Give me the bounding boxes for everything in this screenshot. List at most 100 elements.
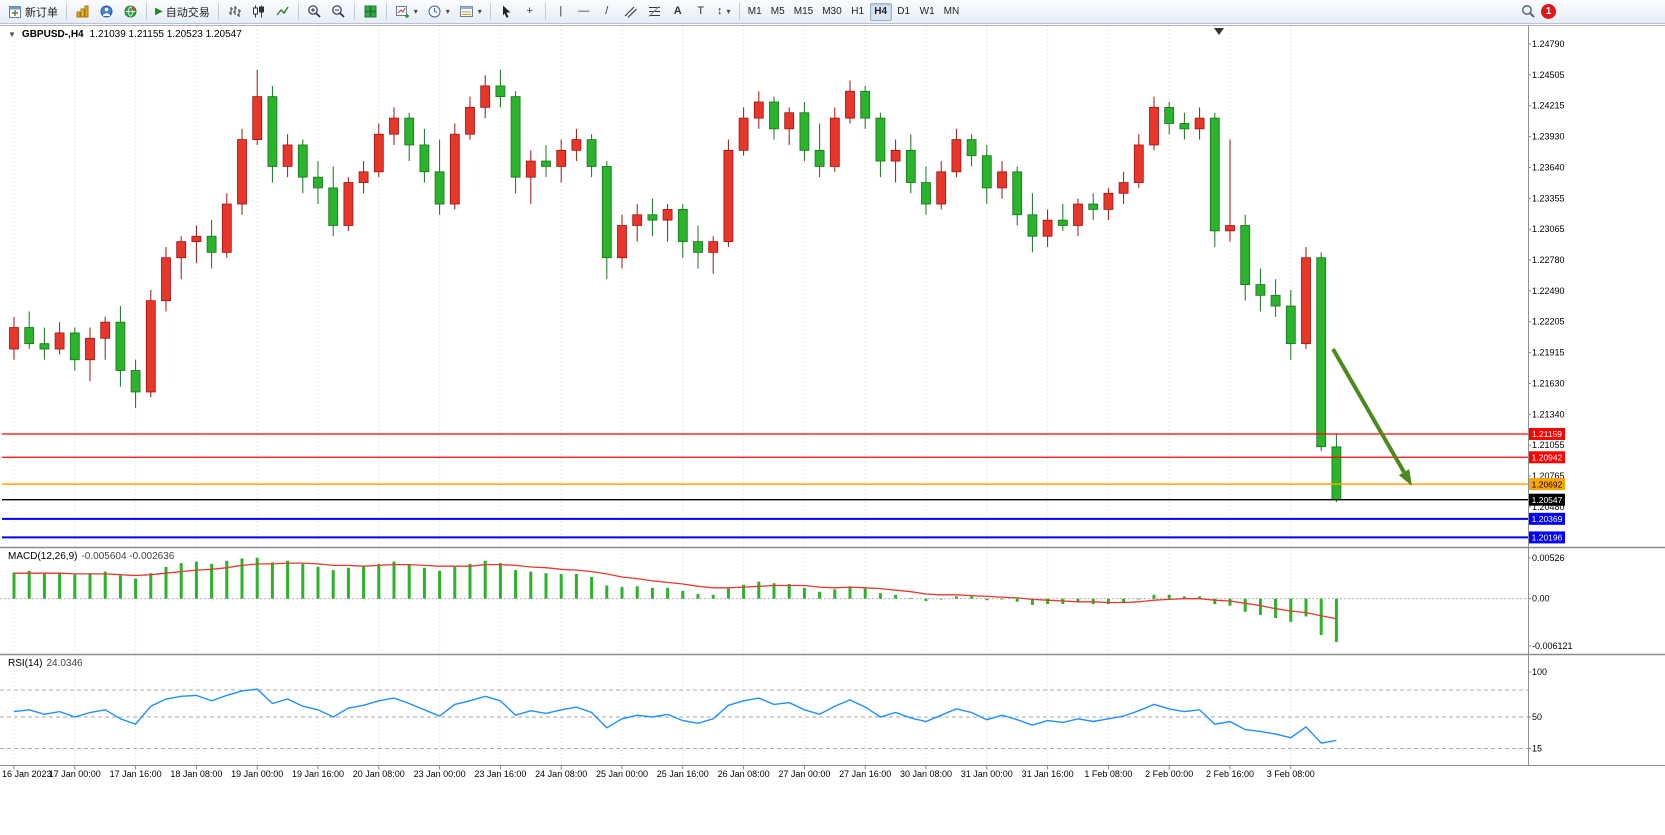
crosshair-button[interactable]: + [519,2,541,22]
vertical-line-button[interactable]: | [550,2,572,22]
macd-bar [742,584,746,599]
rsi-name: RSI(14) [8,658,43,669]
horizontal-line-icon: — [578,5,590,17]
channel-button[interactable] [619,2,642,22]
candle [723,149,734,243]
candle [1133,144,1144,183]
candle [1209,117,1220,232]
dropdown-arrow-icon: ▾ [445,7,450,16]
macd-bar [1030,598,1034,605]
toolbar-divider [544,3,546,20]
line-chart-button[interactable] [271,2,294,22]
timeframe-mn[interactable]: MN [940,3,964,21]
timeframe-m30[interactable]: M30 [818,3,845,21]
cursor-button[interactable] [495,2,518,22]
candle [389,117,399,135]
search-button[interactable] [1517,2,1540,22]
macd-bar [970,596,974,599]
timeframe-m15[interactable]: M15 [790,3,817,21]
svg-text:1.23065: 1.23065 [1532,224,1565,234]
candle [784,112,795,130]
candle [100,321,111,339]
candle [85,337,95,361]
macd-bar [909,597,913,599]
candle [601,166,612,259]
macd-bar [134,578,138,599]
trendline-button[interactable]: / [596,2,618,22]
timeframe-d1[interactable]: D1 [893,3,915,21]
timeframe-m1[interactable]: M1 [744,3,766,21]
svg-text:1.20196: 1.20196 [1532,533,1563,543]
tile-windows-button[interactable] [359,2,382,22]
horizontal-line-button[interactable]: — [573,2,595,22]
zoom-in-button[interactable] [303,2,326,22]
timeframe-h4[interactable]: H4 [869,2,892,21]
candlestick-chart-icon [252,5,264,18]
new-order-button[interactable]: 新订单 [4,2,62,22]
candle [1088,203,1099,210]
candle [206,235,217,253]
candle [1057,219,1068,226]
arrows-button[interactable]: ↕ ▾ [713,2,735,22]
candle [860,90,871,119]
chart-symbol: GBPUSD-,H4 [21,29,84,40]
svg-text:23 Jan 00:00: 23 Jan 00:00 [414,769,466,779]
market-watch-button[interactable] [71,2,94,22]
macd-bar [438,570,442,599]
timeframe-m5[interactable]: M5 [767,3,789,21]
svg-text:1.21630: 1.21630 [1532,378,1565,388]
data-window-button[interactable] [95,2,118,22]
candle [115,321,126,371]
svg-text:1.24505: 1.24505 [1532,70,1565,80]
auto-trading-play-icon: ▶ [155,5,163,17]
macd-bar [468,563,472,599]
clock-icon [428,5,441,18]
data-window-icon [100,5,113,18]
macd-bar [483,560,487,599]
price-axis[interactable]: 1.24790 1.24505 1.24215 1.23930 1.23640 1.233… [1528,39,1565,512]
notification-badge[interactable]: 1 [1541,4,1556,19]
levels[interactable]: 1.21159 1.20942 1.20692 1.20547 1.20369 1.201… [2,427,1565,544]
rsi-line [13,688,1337,744]
cursor-icon [502,5,511,18]
templates-button[interactable]: ▾ [455,2,486,22]
new-chart-button[interactable]: ▾ [391,2,422,22]
trend-arrow[interactable] [1331,348,1412,486]
new-order-label: 新订单 [25,6,58,19]
chart-menu-icon[interactable]: ▼ [8,30,16,39]
candle [54,332,65,350]
macd-bar [559,573,563,599]
macd-bar [787,583,791,599]
svg-text:1.21915: 1.21915 [1532,348,1565,358]
macd-bar [818,591,822,599]
macd-bar [1000,598,1004,600]
text-label-button[interactable]: T [690,2,712,22]
candle [571,139,582,151]
svg-text:0.00526: 0.00526 [1532,553,1565,563]
svg-text:1.22205: 1.22205 [1532,317,1565,327]
chart-shift-marker-icon[interactable] [1214,28,1224,35]
macd-name: MACD(12,26,9) [8,551,78,562]
svg-text:25 Jan 00:00: 25 Jan 00:00 [596,769,648,779]
navigator-button[interactable] [119,2,142,22]
auto-trading-button[interactable]: ▶ 自动交易 [151,2,214,22]
timeframe-w1[interactable]: W1 [916,3,939,21]
candlestick-chart-button[interactable] [247,2,270,22]
text-button[interactable]: A [667,2,689,22]
fibonacci-button[interactable] [643,2,666,22]
candle [1073,203,1083,226]
macd-bar [635,586,639,599]
tile-windows-icon [364,5,377,18]
periods-button[interactable]: ▾ [423,2,454,22]
candle [1179,123,1190,130]
line-chart-icon [276,6,289,16]
timeframe-h1[interactable]: H1 [847,3,869,21]
bar-chart-button[interactable] [223,2,246,22]
macd-bar [1319,598,1323,636]
macd-bar [772,583,776,599]
zoom-out-button[interactable] [327,2,350,22]
crosshair-icon: + [526,5,533,17]
